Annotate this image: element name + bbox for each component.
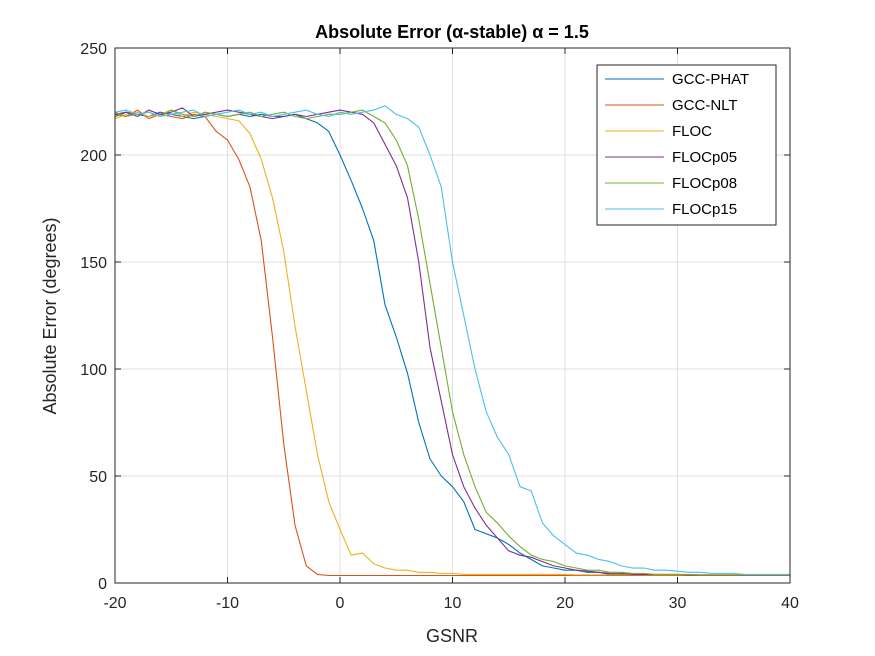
legend-label-gcc-nlt: GCC-NLT [672,97,738,114]
x-tick-label: 30 [669,595,687,612]
legend-label-flocp05: FLOCp05 [672,149,737,166]
x-tick-label: 0 [336,595,345,612]
legend-label-gcc-phat: GCC-PHAT [672,71,749,88]
x-tick-label: 40 [781,595,799,612]
y-tick-label: 200 [80,148,107,165]
legend-label-floc: FLOC [672,123,712,140]
y-tick-label: 50 [89,469,107,486]
x-tick-label: 20 [556,595,574,612]
x-axis-label: GSNR [426,626,478,646]
legend-label-flocp15: FLOCp15 [672,201,737,218]
x-tick-label: -20 [103,595,126,612]
legend: GCC-PHAT GCC-NLT FLOC FLOCp05 FLOCp08 FLOCp15 [596,64,777,226]
y-tick-label: 250 [80,41,107,58]
ticks [114,47,791,584]
x-tick-label: -10 [216,595,239,612]
y-tick-label: 0 [98,576,107,593]
y-tick-label: 150 [80,255,107,272]
series-group [114,105,790,577]
x-tick-label: 10 [444,595,462,612]
legend-label-flocp08: FLOCp08 [672,175,737,192]
y-tick-label: 100 [80,362,107,379]
series-line-flocp08 [114,109,790,576]
y-axis-label: Absolute Error (degrees) [40,217,60,414]
series-line-flocp15 [114,105,790,575]
chart-title: Absolute Error (α-stable) α = 1.5 [315,22,589,42]
legend-box [596,64,777,226]
tick-labels: -20 -10 0 10 20 30 40 0 50 100 150 200 250 [80,41,799,612]
series-line-gcc-nlt [114,109,790,577]
